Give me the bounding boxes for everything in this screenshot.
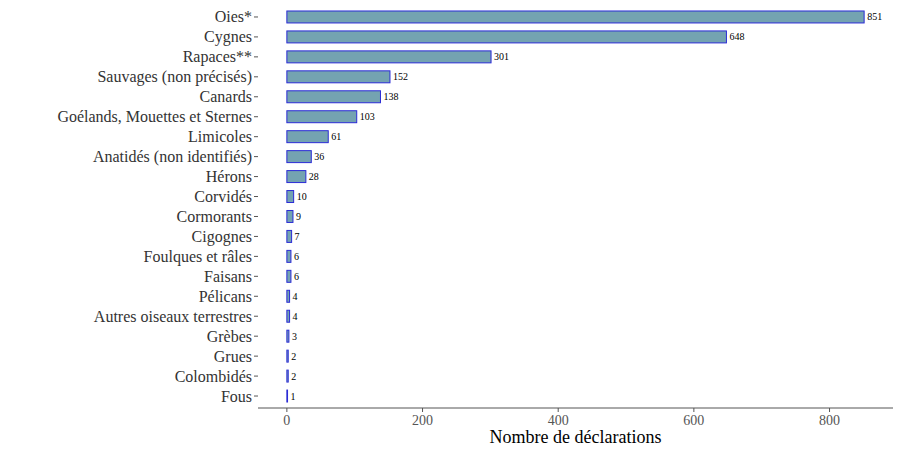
x-tick: [558, 408, 559, 412]
bar: [287, 11, 864, 23]
category-label: Sauvages (non précisés): [97, 68, 252, 86]
x-axis-line: [258, 408, 893, 409]
bar: [287, 310, 290, 322]
x-axis-title: Nombre de déclarations: [490, 427, 662, 447]
x-tick: [286, 408, 287, 412]
data-label: 6: [294, 271, 299, 282]
bar: [287, 111, 357, 123]
category-tick: [254, 36, 258, 37]
bar: [287, 370, 288, 382]
category-tick: [254, 376, 258, 377]
category-tick: [254, 56, 258, 57]
bar: [287, 330, 289, 342]
data-label: 6: [294, 251, 299, 262]
bar: [287, 290, 290, 302]
category-tick: [254, 236, 258, 237]
category-tick: [254, 16, 258, 17]
x-tick: [422, 408, 423, 412]
category-tick: [254, 316, 258, 317]
category-label: Faisans: [204, 268, 252, 285]
data-label: 3: [292, 331, 297, 342]
data-label: 1: [291, 391, 296, 402]
bar: [287, 151, 311, 163]
data-label: 28: [309, 171, 319, 182]
category-label: Cygnes: [204, 28, 252, 46]
bar: [287, 131, 328, 143]
category-label: Anatidés (non identifiés): [93, 148, 252, 166]
bar: [287, 171, 306, 183]
category-tick: [254, 276, 258, 277]
bar: [287, 210, 293, 222]
bar: [287, 91, 381, 103]
bar: [287, 270, 291, 282]
bar: [287, 31, 727, 43]
category-label: Corvidés: [194, 188, 252, 205]
category-label: Limicoles: [188, 128, 252, 145]
category-tick: [254, 336, 258, 337]
category-tick: [254, 156, 258, 157]
category-label: Goélands, Mouettes et Sternes: [57, 108, 252, 125]
data-label: 2: [291, 371, 296, 382]
bar: [286, 390, 288, 402]
category-tick: [254, 216, 258, 217]
category-label: Fous: [221, 388, 252, 405]
category-tick: [254, 76, 258, 77]
category-tick: [254, 116, 258, 117]
category-tick: [254, 356, 258, 357]
category-label: Foulques et râles: [144, 248, 252, 266]
category-tick: [254, 136, 258, 137]
x-tick-label: 800: [819, 413, 840, 428]
bar: [287, 71, 390, 83]
bar: [287, 250, 291, 262]
category-label: Canards: [200, 88, 252, 105]
data-label: 2: [291, 351, 296, 362]
category-tick: [254, 296, 258, 297]
bar: [287, 51, 491, 63]
category-label: Grues: [214, 348, 252, 365]
data-label: 138: [383, 91, 398, 102]
bars: [287, 11, 864, 402]
bar: [287, 191, 294, 203]
x-tick-label: 400: [548, 413, 569, 428]
bar: [287, 350, 288, 362]
data-label: 4: [293, 291, 298, 302]
category-label: Colombidés: [175, 368, 252, 385]
x-tick: [829, 408, 830, 412]
category-tick: [254, 96, 258, 97]
category-label: Oies*: [215, 8, 252, 25]
data-label: 648: [729, 31, 744, 42]
data-label: 9: [296, 211, 301, 222]
x-tick-label: 0: [283, 413, 290, 428]
chart-container: 851 648 301 152 138 103 61 36 2810 9 7 6 6 4 4 3 2 2 1 Oies…: [0, 0, 900, 450]
data-label: 301: [494, 51, 509, 62]
data-label: 36: [314, 151, 324, 162]
x-tick: [693, 408, 694, 412]
data-label: 4: [293, 311, 298, 322]
category-label: Pélicans: [199, 288, 252, 305]
category-tick: [254, 176, 258, 177]
data-label: 7: [295, 231, 300, 242]
category-label: Grèbes: [207, 328, 252, 345]
data-label: 61: [331, 131, 341, 142]
chart-svg: 851 648 301 152 138 103 61 36 2810 9 7 6 6 4 4 3 2 2 1 Oies…: [0, 0, 900, 450]
category-label: Cigognes: [192, 228, 252, 246]
category-label: Hérons: [206, 168, 252, 185]
category-tick: [254, 396, 258, 397]
data-label: 851: [867, 11, 882, 22]
category-label: Autres oiseaux terrestres: [94, 308, 252, 325]
x-tick-label: 200: [412, 413, 433, 428]
category-label: Rapaces**: [183, 48, 252, 66]
x-tick-label: 600: [683, 413, 704, 428]
category-label: Cormorants: [176, 208, 252, 225]
data-label: 103: [360, 111, 375, 122]
data-label: 152: [393, 71, 408, 82]
category-tick: [254, 256, 258, 257]
data-label: 10: [297, 191, 307, 202]
bar: [287, 230, 292, 242]
category-tick: [254, 196, 258, 197]
